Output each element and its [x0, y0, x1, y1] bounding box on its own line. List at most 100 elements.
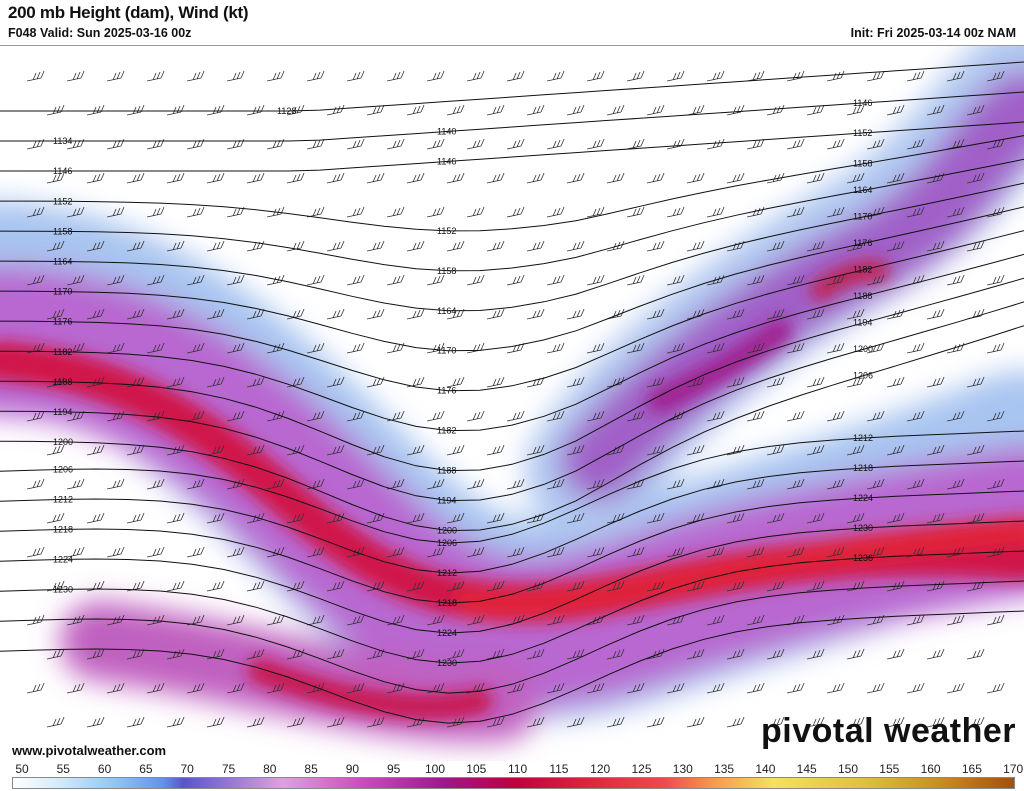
- wind-barb: [66, 70, 85, 82]
- wind-barb: [866, 342, 885, 354]
- contour-labels: 1128 1134 1140 1146 1146 1146 1152 1152 1152 1158…: [53, 98, 873, 668]
- wind-barb: [626, 682, 645, 694]
- wind-barb: [186, 614, 205, 626]
- wind-barb: [866, 478, 885, 490]
- wind-barb: [266, 478, 285, 490]
- wind-barb: [366, 172, 385, 184]
- wind-barb: [486, 648, 505, 660]
- wind-barb: [706, 342, 725, 354]
- wind-barb: [306, 206, 325, 218]
- wind-barb: [846, 648, 865, 660]
- wind-barb: [86, 308, 105, 320]
- wind-barb: [186, 274, 205, 286]
- map-canvas[interactable]: 1128 1134 1140 1146 1146 1146 1152 1152 1152 1158…: [0, 45, 1024, 761]
- wind-barb: [106, 206, 125, 218]
- contour-label: 1188: [437, 466, 456, 476]
- wind-barb: [66, 682, 85, 694]
- site-url[interactable]: www.pivotalweather.com: [12, 743, 167, 758]
- wind-barb: [706, 70, 725, 82]
- wind-barb: [886, 376, 905, 388]
- wind-barb: [886, 716, 905, 728]
- wind-barb: [146, 614, 165, 626]
- wind-speed-shading: [0, 46, 1024, 743]
- colorbar-tick-label: 120: [590, 762, 611, 776]
- wind-barb: [266, 614, 285, 626]
- wind-barb: [166, 512, 185, 524]
- wind-barb: [966, 172, 985, 184]
- colorbar-tick-label: 100: [424, 762, 446, 776]
- wind-barb: [906, 410, 925, 422]
- wind-barb: [366, 308, 385, 320]
- wind-barb: [226, 682, 245, 694]
- wind-barb: [266, 410, 285, 422]
- wind-barb: [606, 716, 625, 728]
- wind-barb: [406, 512, 425, 524]
- wind-barb: [326, 580, 345, 592]
- wind-barb: [546, 206, 565, 218]
- wind-barb: [946, 546, 965, 558]
- wind-barb: [46, 308, 65, 320]
- wind-barb: [346, 410, 365, 422]
- wind-barb: [666, 342, 685, 354]
- wind-barb: [426, 614, 445, 626]
- wind-barb: [306, 410, 325, 422]
- wind-barb: [106, 70, 125, 82]
- wind-barb: [866, 274, 885, 286]
- wind-barb: [126, 512, 145, 524]
- height-contour: [0, 135, 1024, 232]
- wind-barb: [766, 308, 785, 320]
- contour-label: 1218: [853, 463, 873, 473]
- wind-barb: [86, 240, 105, 252]
- wind-barb: [226, 70, 245, 82]
- wind-barb: [86, 648, 105, 660]
- contour-label: 1152: [853, 128, 872, 138]
- wind-barb: [966, 308, 985, 320]
- height-contour: [0, 182, 1024, 312]
- wind-barb: [526, 716, 545, 728]
- wind-barb: [846, 172, 865, 184]
- wind-barb: [726, 444, 745, 456]
- wind-barb: [726, 172, 745, 184]
- height-contour: [0, 158, 1024, 272]
- wind-barb: [866, 410, 885, 422]
- wind-barb: [166, 104, 185, 116]
- wind-barb: [206, 376, 225, 388]
- wind-barb: [126, 172, 145, 184]
- contour-label: 1134: [53, 136, 72, 146]
- colorbar-tick-label: 70: [180, 762, 194, 776]
- wind-barb: [686, 512, 705, 524]
- wind-barb: [286, 172, 305, 184]
- contour-label: 1212: [53, 494, 73, 504]
- wind-barb: [826, 478, 845, 490]
- wind-barb: [646, 716, 665, 728]
- wind-barb: [466, 410, 485, 422]
- wind-barb: [606, 512, 625, 524]
- map-title: 200 mb Height (dam), Wind (kt): [8, 3, 249, 22]
- wind-barb: [126, 104, 145, 116]
- wind-barb: [166, 648, 185, 660]
- wind-barb: [206, 308, 225, 320]
- wind-barb: [626, 614, 645, 626]
- wind-barb: [166, 308, 185, 320]
- wind-barb: [26, 410, 45, 422]
- colorbar-tick-label: 135: [714, 762, 735, 776]
- contour-label: 1158: [437, 266, 456, 276]
- wind-barb: [306, 682, 325, 694]
- wind-barb: [86, 444, 105, 456]
- wind-barb: [326, 512, 345, 524]
- wind-barb: [526, 580, 545, 592]
- wind-barb: [86, 172, 105, 184]
- height-contour: [0, 121, 1024, 172]
- wind-barb: [26, 546, 45, 558]
- colorbar-tick-label: 130: [672, 762, 693, 776]
- wind-barb: [406, 104, 425, 116]
- wind-barb: [606, 444, 625, 456]
- wind-barb: [666, 410, 685, 422]
- wind-barb: [846, 716, 865, 728]
- wind-barb: [446, 580, 465, 592]
- wind-barb: [126, 648, 145, 660]
- wind-barb: [446, 104, 465, 116]
- wind-barb: [186, 478, 205, 490]
- wind-barb: [386, 274, 405, 286]
- wind-barb: [646, 240, 665, 252]
